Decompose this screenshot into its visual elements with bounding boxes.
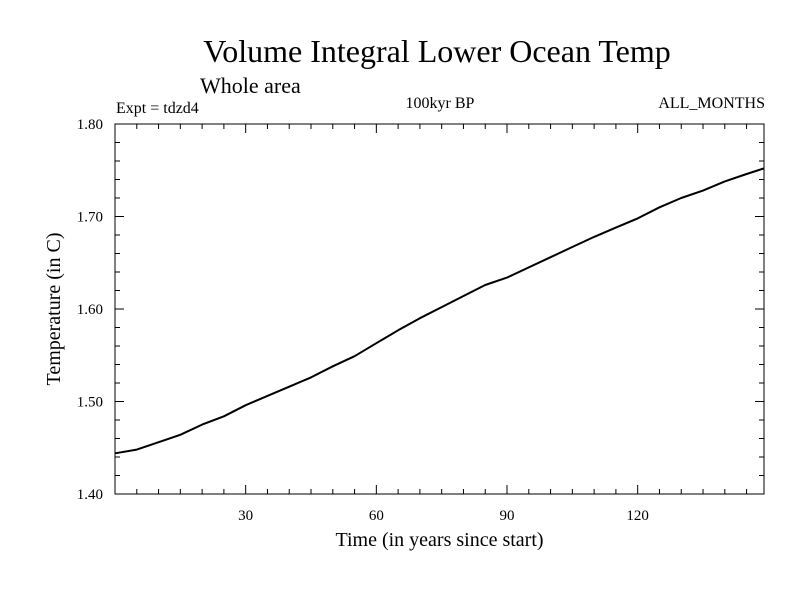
experiment-label: Expt = tdzd4 — [116, 100, 199, 117]
x-axis-label: Time (in years since start) — [335, 529, 543, 551]
y-tick-label: 1.60 — [77, 302, 103, 318]
chart-subtitle: Whole area — [200, 73, 301, 98]
period-label: 100kyr BP — [406, 95, 475, 112]
y-tick-label: 1.50 — [77, 395, 103, 411]
axis-ticks — [115, 124, 764, 494]
y-axis-label: Temperature (in C) — [43, 233, 65, 386]
x-tick-label: 60 — [369, 508, 384, 524]
y-tick-label: 1.40 — [77, 487, 103, 503]
months-label: ALL_MONTHS — [658, 95, 765, 112]
chart-title: Volume Integral Lower Ocean Temp — [203, 33, 671, 69]
series-line — [114, 167, 765, 455]
x-tick-label: 120 — [626, 508, 649, 524]
y-tick-label: 1.80 — [77, 117, 103, 133]
x-tick-label: 90 — [500, 508, 515, 524]
plot-frame — [114, 123, 765, 495]
axis-tick-labels: 30 60 90 120 1.40 1.50 1.60 1.70 1.80 — [77, 117, 649, 524]
y-tick-label: 1.70 — [77, 210, 103, 226]
x-tick-label: 30 — [238, 508, 253, 524]
